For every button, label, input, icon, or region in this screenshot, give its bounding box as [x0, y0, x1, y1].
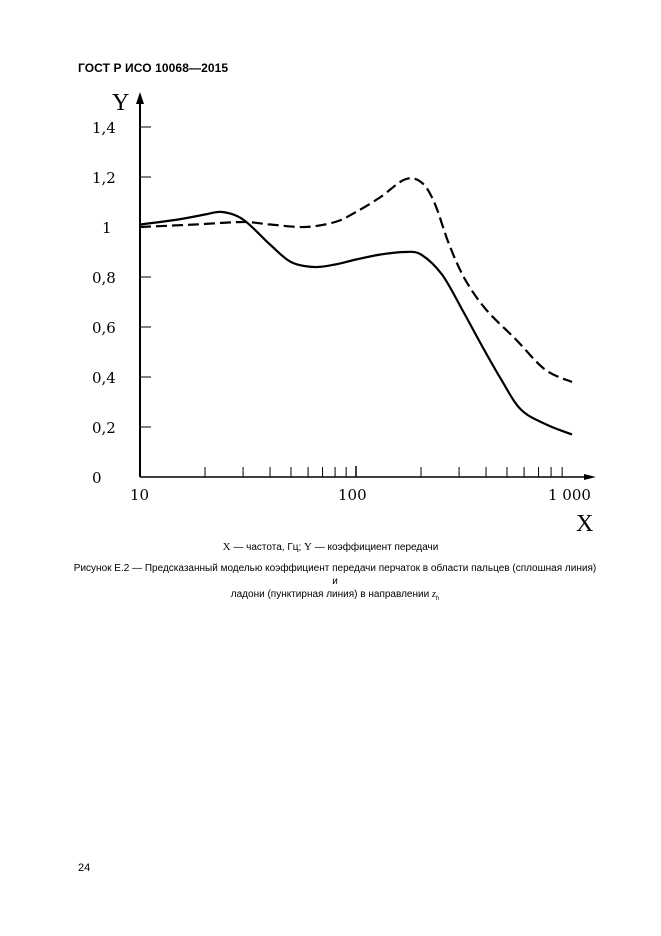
- y-tick-label: 0,4: [92, 369, 116, 387]
- legend-x-symbol: X: [222, 541, 231, 553]
- transmissibility-chart: 0 0,2 0,4 0,6 0,8 1 1,2 1,4 10 100 1 000 Y X: [92, 90, 596, 537]
- x-tick-label: 100: [338, 486, 367, 504]
- y-tick-label: 0,2: [92, 419, 116, 437]
- y-tick-labels: 0 0,2 0,4 0,6 0,8 1 1,2 1,4: [92, 119, 116, 487]
- document-header: ГОСТ Р ИСО 10068—2015: [78, 61, 229, 75]
- series-palm-dashed-line: [139, 177, 573, 384]
- series-fingers-solid-line: [139, 210, 573, 436]
- legend-y-symbol: Y: [304, 541, 312, 553]
- x-tick-label: 1 000: [548, 486, 591, 504]
- chart-axes: [136, 92, 596, 480]
- y-tick-label: 0,8: [92, 269, 116, 287]
- x-axis-title: X: [576, 511, 593, 537]
- caption-line-1: Рисунок Е.2 — Предсказанный моделью коэф…: [73, 563, 597, 587]
- y-axis-arrow-icon: [136, 92, 144, 104]
- x-tick-labels: 10 100 1 000: [130, 486, 591, 504]
- y-tick-label: 1,2: [92, 169, 116, 187]
- legend-x-description: — частота, Гц;: [230, 542, 305, 553]
- x-tick-label: 10: [130, 486, 149, 504]
- page-number: 24: [78, 862, 91, 874]
- y-tick-label: 1: [102, 219, 112, 237]
- caption-line-2: ладони (пунктирная линия) в направлении: [230, 589, 432, 600]
- legend-y-description: — коэффициент передачи: [311, 542, 439, 553]
- y-axis-title: Y: [112, 90, 129, 116]
- y-tick-label: 0,6: [92, 319, 116, 337]
- figure-caption: Рисунок Е.2 — Предсказанный моделью коэф…: [70, 562, 600, 606]
- x-axis-arrow-icon: [584, 474, 596, 480]
- y-ticks: [140, 126, 151, 428]
- x-ticks: [204, 466, 563, 477]
- y-tick-label: 0: [92, 469, 102, 487]
- y-tick-label: 1,4: [92, 119, 116, 137]
- axis-legend: X — частота, Гц; Y — коэффициент передач…: [0, 541, 661, 553]
